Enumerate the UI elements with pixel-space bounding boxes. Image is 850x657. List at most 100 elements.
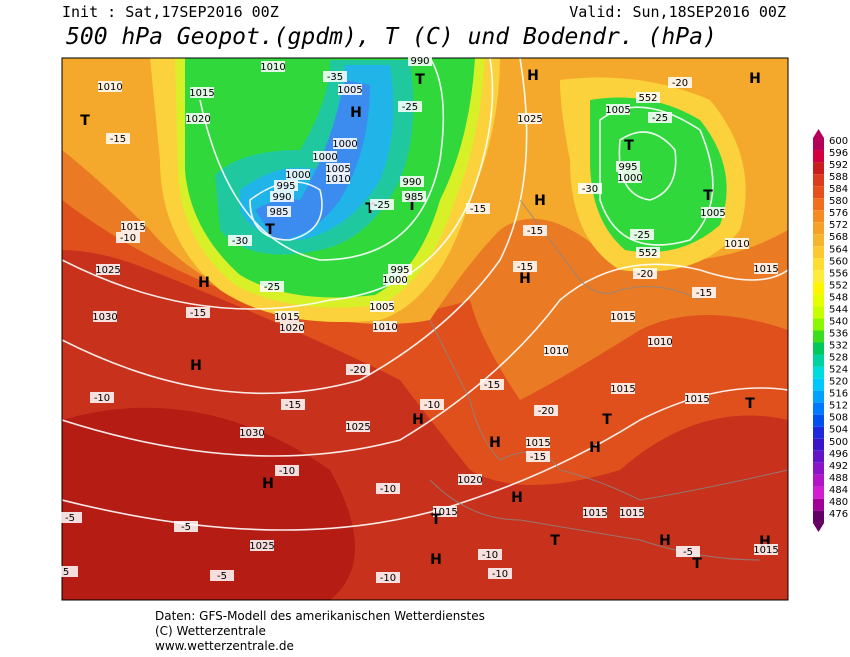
colorbar-bottom-arrow: [813, 522, 824, 532]
label-box: [402, 191, 426, 202]
contour-label: 1015: [753, 545, 778, 556]
contour-label: -30: [232, 236, 248, 247]
colorbar-swatch: [813, 270, 824, 283]
contour-label: 1015: [684, 394, 709, 405]
pressure-center: T: [407, 198, 417, 214]
label-box: [620, 507, 644, 518]
contour-label: 1005: [337, 85, 362, 96]
contour-label: -15: [285, 400, 301, 411]
contour-label: -10: [380, 573, 396, 584]
colorbar-label: 496: [829, 449, 848, 460]
contour-label: -20: [350, 365, 366, 376]
colorbar-swatch: [813, 318, 824, 331]
colorbar-swatch: [813, 438, 824, 451]
label-box: [583, 507, 607, 518]
contour-label: 1010: [372, 322, 397, 333]
label-box: [370, 301, 394, 312]
label-box: [692, 287, 716, 298]
label-box: [616, 161, 640, 172]
pressure-center: H: [511, 490, 523, 506]
label-box: [701, 207, 725, 218]
contour-label: 1010: [97, 82, 122, 93]
contour-label: -10: [120, 233, 136, 244]
label-box: [685, 393, 709, 404]
label-box: [186, 307, 210, 318]
colorbar-label: 524: [829, 365, 848, 376]
contour-label: 1025: [517, 114, 542, 125]
contour-label: 1010: [647, 337, 672, 348]
contour-label: 1015: [274, 312, 299, 323]
label-box: [513, 261, 537, 272]
contour-label: -30: [582, 184, 598, 195]
label-box: [270, 191, 294, 202]
contour-label: 1015: [610, 384, 635, 395]
colorbar-swatch: [813, 474, 824, 487]
label-box: [58, 512, 82, 523]
label-box: [267, 206, 291, 217]
label-box: [630, 229, 654, 240]
label-box: [210, 570, 234, 581]
colorbar-swatch: [813, 210, 824, 223]
contour-label: -15: [110, 134, 126, 145]
colorbar-label: 492: [829, 461, 848, 472]
label-box: [544, 345, 568, 356]
contour-label: 1005: [325, 164, 350, 175]
colorbar-label: 520: [829, 377, 848, 388]
colorbar-label: 528: [829, 353, 848, 364]
pressure-center: H: [350, 105, 362, 121]
colorbar-label: 576: [829, 208, 848, 219]
contour-label: 1000: [332, 139, 357, 150]
contour-label: -5: [181, 522, 191, 533]
footer-copyright: (C) Wetterzentrale: [155, 624, 266, 638]
label-box: [636, 247, 660, 258]
colorbar-swatch: [813, 138, 824, 151]
contour-label: 1005: [369, 302, 394, 313]
colorbar-label: 600: [829, 136, 848, 147]
colorbar-label: 556: [829, 268, 848, 279]
label-box: [668, 77, 692, 88]
contour-label: 1000: [285, 170, 310, 181]
label-box: [578, 183, 602, 194]
label-box: [534, 405, 558, 416]
pressure-center: T: [703, 188, 713, 204]
contour-label: -20: [672, 78, 688, 89]
contour-label: -25: [634, 230, 650, 241]
contour-label: 1025: [95, 265, 120, 276]
label-box: [240, 427, 264, 438]
contour-label: 995: [618, 162, 637, 173]
label-box: [408, 55, 432, 66]
pressure-center: H: [519, 271, 531, 287]
contour-label: -35: [327, 72, 343, 83]
contour-label: 990: [402, 177, 421, 188]
label-box: [466, 203, 490, 214]
map-labels: 101010151020T-151010-351005H990T-2510001…: [54, 55, 779, 584]
pressure-center: H: [412, 412, 424, 428]
label-box: [633, 268, 657, 279]
valid-time: Valid: Sun,18SEP2016 00Z: [569, 3, 786, 21]
contour-label: -25: [264, 282, 280, 293]
colorbar-label: 568: [829, 232, 848, 243]
label-box: [518, 113, 542, 124]
label-box: [280, 322, 304, 333]
colorbar-label: 592: [829, 160, 848, 171]
contour-label: 1025: [249, 541, 274, 552]
label-box: [346, 421, 370, 432]
pressure-center: H: [489, 435, 501, 451]
colorbar-label: 504: [829, 425, 848, 436]
label-box: [93, 311, 117, 322]
pressure-center: T: [265, 222, 275, 238]
colorbar-label: 564: [829, 244, 848, 255]
map-title: 500 hPa Geopot.(gpdm), T (C) und Bodendr…: [66, 24, 717, 50]
colorbar-swatch: [813, 330, 824, 343]
label-box: [676, 546, 700, 557]
pressure-center: T: [692, 556, 702, 572]
pressure-center: H: [190, 358, 202, 374]
pressure-center: T: [745, 396, 755, 412]
contour-label: 1015: [120, 222, 145, 233]
label-box: [326, 173, 350, 184]
label-box: [376, 572, 400, 583]
colorbar-label: 544: [829, 304, 848, 315]
contour-label: 1015: [619, 508, 644, 519]
colorbar-label: 512: [829, 401, 848, 412]
